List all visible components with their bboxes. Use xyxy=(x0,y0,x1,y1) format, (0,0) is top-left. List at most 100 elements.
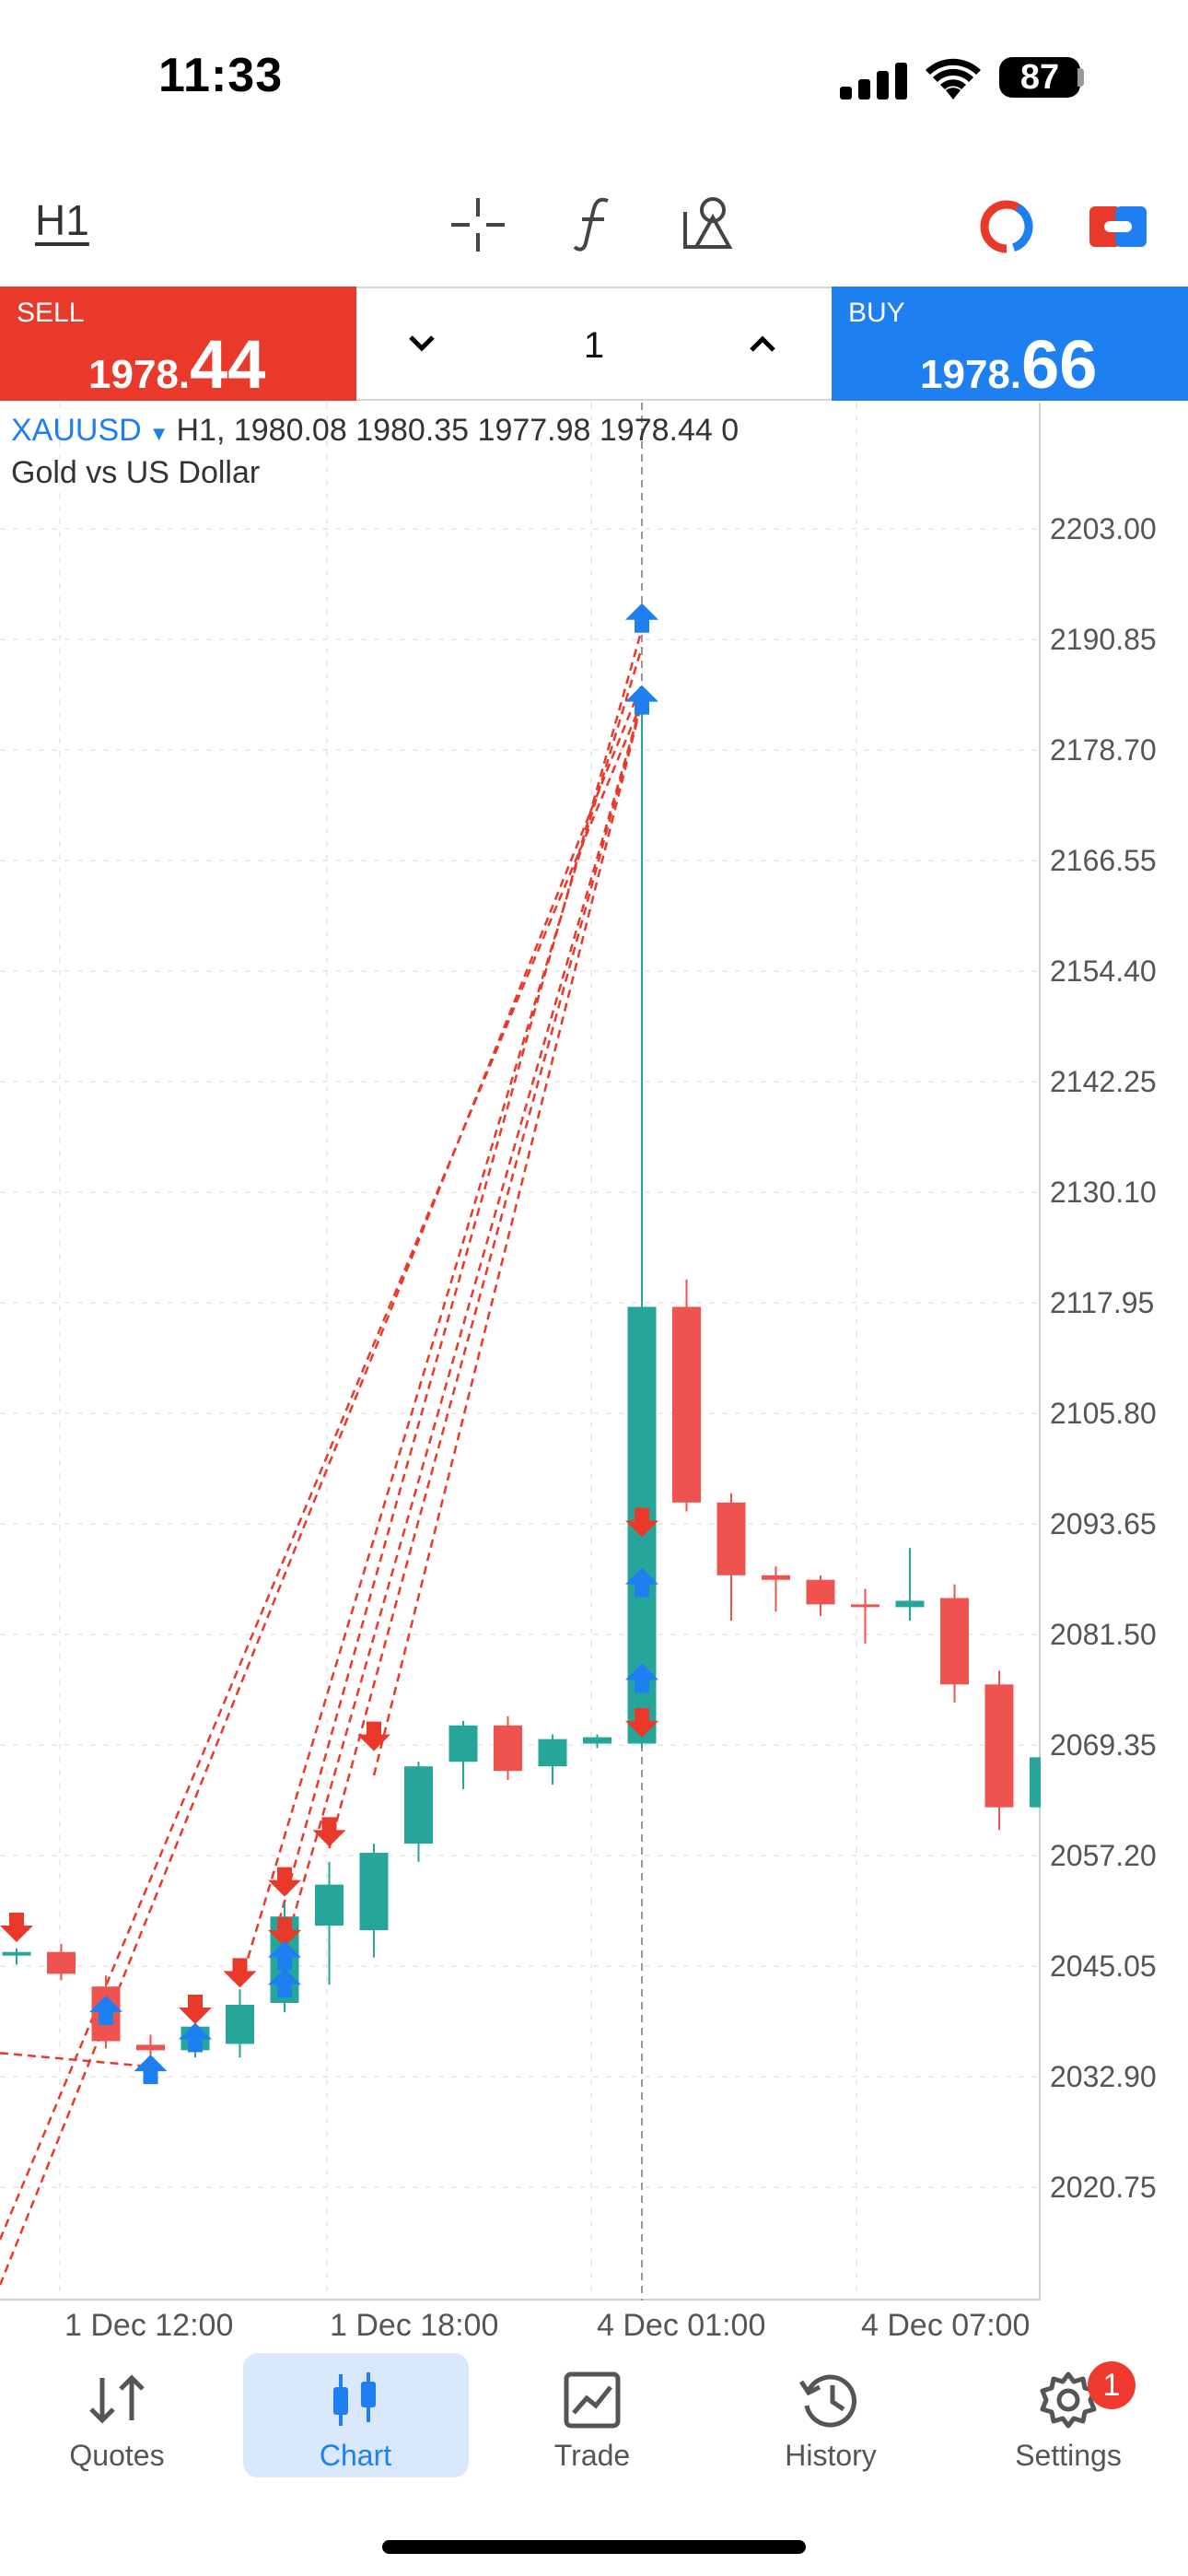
crosshair-icon[interactable] xyxy=(449,196,507,253)
sell-arrow-icon xyxy=(268,1867,301,1897)
price-axis-label: 2190.85 xyxy=(1050,623,1157,656)
candle-bull-body xyxy=(226,2004,254,2044)
nav-trade-label: Trade xyxy=(553,2439,631,2472)
lot-size-value[interactable]: 1 xyxy=(583,325,605,366)
price-axis-label: 2178.70 xyxy=(1050,733,1157,767)
battery-indicator: 87 xyxy=(999,57,1080,98)
candle-bull-body xyxy=(448,1725,478,1762)
symbol-dropdown-icon[interactable]: ▼ xyxy=(148,422,169,445)
candle-bull-body xyxy=(2,1951,31,1956)
nav-history-label: History xyxy=(785,2439,877,2472)
candle-bear-body xyxy=(940,1598,969,1685)
nav-history[interactable]: History xyxy=(720,2354,941,2478)
buy-arrow-icon xyxy=(625,1567,658,1598)
sell-arrow-icon xyxy=(625,1507,658,1538)
chart-icon xyxy=(328,2371,383,2430)
nav-trade[interactable]: Trade xyxy=(482,2354,703,2478)
price-axis-label: 2093.65 xyxy=(1050,1507,1157,1540)
chart-symbol-line[interactable]: XAUUSD ▼ H1, 1980.08 1980.35 1977.98 1978.… xyxy=(11,413,739,449)
nav-chart[interactable]: Chart xyxy=(245,2354,466,2478)
home-indicator[interactable] xyxy=(382,2540,806,2554)
buy-arrow-icon xyxy=(625,1663,658,1693)
buy-button[interactable]: BUY 1978.66 xyxy=(832,287,1188,404)
price-axis-label: 2045.05 xyxy=(1050,1950,1157,1983)
increase-lot-chevron-up-icon[interactable] xyxy=(746,332,779,356)
quotes-icon xyxy=(86,2371,148,2426)
sell-arrow-icon xyxy=(357,1721,390,1751)
sell-arrow-icon xyxy=(223,1958,257,1988)
sell-price: 1978.44 xyxy=(88,325,265,404)
price-axis-label: 2130.10 xyxy=(1050,1176,1157,1209)
nav-quotes-label: Quotes xyxy=(69,2439,165,2472)
buy-arrow-icon xyxy=(625,685,658,715)
price-axis-label: 2142.25 xyxy=(1050,1065,1157,1098)
trade-connection-line xyxy=(372,701,644,1776)
objects-icon[interactable] xyxy=(681,192,737,252)
price-axis-label: 2081.50 xyxy=(1050,1618,1157,1651)
candle-bull-body xyxy=(538,1739,567,1767)
trade-connection-line xyxy=(0,683,644,2286)
candlestick-chart[interactable] xyxy=(0,403,1041,2301)
buy-arrow-icon xyxy=(134,2055,168,2085)
sell-price-small: 1978. xyxy=(88,352,191,397)
indicator-ring-icon[interactable] xyxy=(977,197,1036,256)
buy-label: BUY xyxy=(848,298,905,328)
sell-arrow-icon xyxy=(268,1916,301,1947)
candle-bear-body xyxy=(47,1951,76,1974)
buy-arrow-icon xyxy=(268,1968,301,1998)
price-axis-label: 2069.35 xyxy=(1050,1728,1157,1762)
candle-bear-body xyxy=(762,1575,790,1580)
nav-quotes[interactable]: Quotes xyxy=(6,2354,227,2478)
chart-area[interactable] xyxy=(0,403,1041,2301)
trade-connection-line xyxy=(0,2052,151,2068)
candle-bull-body xyxy=(895,1600,925,1608)
toggle-icon[interactable] xyxy=(1089,203,1147,251)
candle-bear-body xyxy=(984,1684,1014,1808)
buy-price-small: 1978. xyxy=(920,352,1022,397)
timeframe-selector[interactable]: H1 xyxy=(35,196,89,244)
settings-notification-badge: 1 xyxy=(1088,2361,1136,2409)
battery-tip xyxy=(1077,68,1084,87)
nav-settings[interactable]: Settings xyxy=(958,2354,1179,2478)
decrease-lot-chevron-down-icon[interactable] xyxy=(405,332,438,356)
time-axis-label: 4 Dec 07:00 xyxy=(861,2308,1031,2343)
status-time: 11:33 xyxy=(158,49,284,102)
sell-button[interactable]: SELL 1978.44 xyxy=(0,287,356,404)
function-icon[interactable] xyxy=(571,195,617,252)
cellular-signal-icon xyxy=(840,61,914,101)
trade-connection-line xyxy=(328,701,644,1849)
sell-price-big: 44 xyxy=(190,326,266,403)
sell-label: SELL xyxy=(17,298,85,328)
candle-bear-body xyxy=(672,1306,701,1503)
trade-icon xyxy=(563,2371,622,2430)
candle-bull-body xyxy=(583,1737,611,1744)
candle-bull-body xyxy=(359,1853,389,1930)
time-axis-label: 1 Dec 18:00 xyxy=(330,2308,499,2343)
buy-price-big: 66 xyxy=(1021,326,1098,403)
nav-settings-label: Settings xyxy=(1015,2439,1122,2472)
chart-description: Gold vs US Dollar xyxy=(11,455,261,490)
buy-arrow-icon xyxy=(268,1940,301,1971)
sell-arrow-icon xyxy=(625,1707,658,1738)
buy-arrow-icon xyxy=(625,603,658,633)
price-axis-label: 2032.90 xyxy=(1050,2060,1157,2093)
nav-chart-label: Chart xyxy=(319,2439,392,2472)
time-axis-label: 1 Dec 12:00 xyxy=(64,2308,234,2343)
buy-arrow-icon xyxy=(89,1995,122,2025)
candle-bear-body xyxy=(136,2044,165,2051)
price-axis-label: 2154.40 xyxy=(1050,954,1157,988)
trade-connection-line xyxy=(0,701,644,2241)
chart-symbol[interactable]: XAUUSD xyxy=(11,413,142,448)
wifi-icon xyxy=(924,57,983,101)
price-axis-label: 2020.75 xyxy=(1050,2171,1157,2204)
price-axis-label: 2117.95 xyxy=(1050,1286,1155,1319)
price-axis-label: 2105.80 xyxy=(1050,1397,1157,1430)
candle-bull-body xyxy=(1030,1757,1041,1808)
trade-connection-line xyxy=(239,647,644,1985)
trade-connection-line xyxy=(283,701,644,1950)
price-axis-label: 2203.00 xyxy=(1050,512,1157,545)
buy-price: 1978.66 xyxy=(920,325,1097,404)
time-axis-label: 4 Dec 01:00 xyxy=(597,2308,766,2343)
lot-panel xyxy=(356,287,832,401)
trade-connection-line xyxy=(277,628,644,1922)
